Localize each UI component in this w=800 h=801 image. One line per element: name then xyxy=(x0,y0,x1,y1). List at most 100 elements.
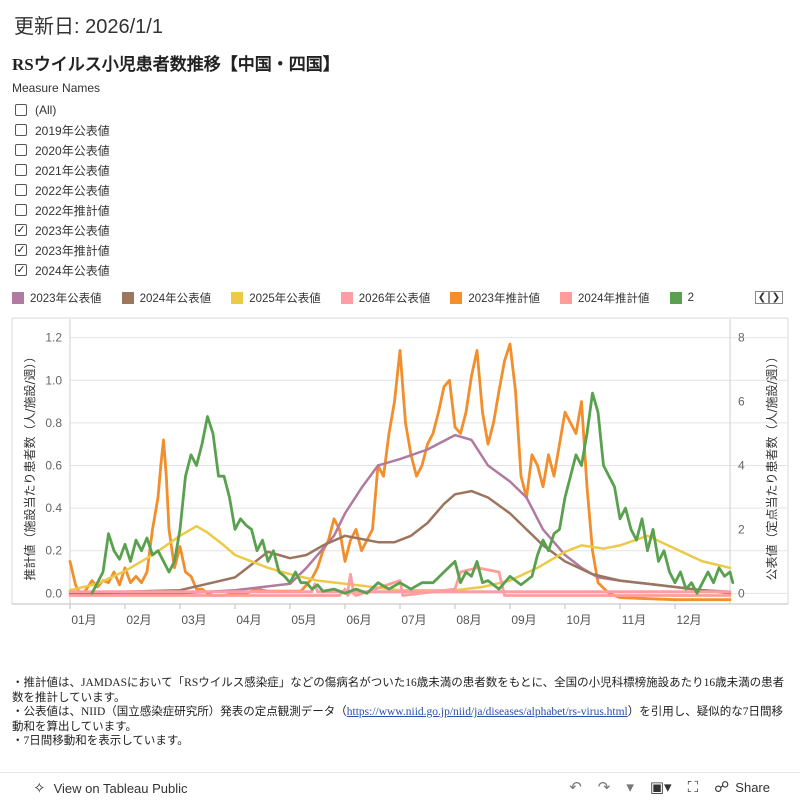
legend-item[interactable]: 2024年公表値 xyxy=(121,290,212,306)
filter-item-label: 2022年公表値 xyxy=(35,183,110,198)
filter-item-label: 2022年推計値 xyxy=(35,203,110,218)
x-tick-label: 12月 xyxy=(676,613,701,627)
filter-item[interactable]: ✓ 2024年公表値 xyxy=(15,260,110,280)
legend-swatch xyxy=(231,292,244,304)
checkbox[interactable] xyxy=(15,104,27,116)
y-axis-title-right: 公表値（定点当たり患者数（人/施設/週）） xyxy=(764,350,779,580)
y-axis-title-left: 推計値（施設当たり患者数（人/施設/週）） xyxy=(22,350,37,580)
revert-icon[interactable]: ▾ xyxy=(626,779,634,796)
y-tick-label-right: 8 xyxy=(738,331,745,345)
legend-nav: ❮ ❯ xyxy=(755,291,783,304)
share-label: Share xyxy=(735,780,770,795)
x-tick-label: 11月 xyxy=(622,613,646,627)
legend-item[interactable]: 2023年推計値 xyxy=(450,290,540,306)
view-on-tableau-label: View on Tableau Public xyxy=(53,780,188,796)
y-tick-label-left: 1.2 xyxy=(45,331,62,345)
y-tick-label-left: 0.8 xyxy=(45,416,62,430)
checkbox[interactable]: ✓ xyxy=(15,263,27,276)
y-tick-label-left: 0.0 xyxy=(45,586,62,600)
filter-item[interactable]: 2020年公表値 xyxy=(15,140,110,160)
y-tick-label-right: 4 xyxy=(738,459,745,473)
filter-item[interactable]: 2022年公表値 xyxy=(15,180,110,200)
filter-item-label: 2019年公表値 xyxy=(35,123,110,138)
filter-item-label: 2023年推計値 xyxy=(35,243,110,258)
legend-swatch xyxy=(559,292,572,304)
share-button[interactable]: ☍ Share xyxy=(714,779,770,796)
undo-icon[interactable]: ↶ xyxy=(569,779,582,796)
checkbox[interactable] xyxy=(15,144,27,156)
filter-item[interactable]: 2019年公表値 xyxy=(15,120,110,140)
note-moving-sum: ・7日間移動和を表示しています。 xyxy=(12,735,189,747)
x-tick-label: 02月 xyxy=(126,613,151,627)
note-published-post: ）を引用し、疑似的な7日間移動和を算出しています。 xyxy=(12,706,784,733)
checkbox[interactable] xyxy=(15,204,27,216)
y-tick-label-right: 6 xyxy=(738,395,745,409)
legend-label: 2025年公表値 xyxy=(249,293,321,305)
x-tick-label: 01月 xyxy=(71,613,96,627)
tableau-toolbar: ✧ View on Tableau Public ↶ ↷ ▾ ▣▾ ⛶ ☍ Sha… xyxy=(0,772,800,801)
checkbox[interactable]: ✓ xyxy=(15,243,27,256)
legend-swatch xyxy=(12,292,24,304)
legend-label: 2023年公表値 xyxy=(30,293,102,305)
y-tick-label-right: 2 xyxy=(738,522,745,536)
legend-swatch xyxy=(669,292,682,304)
x-tick-label: 04月 xyxy=(236,613,261,627)
legend-swatch xyxy=(340,292,353,304)
download-icon[interactable]: ▣▾ xyxy=(649,779,672,796)
legend-item[interactable]: 2024年推計値 xyxy=(559,290,650,306)
updated-date: 更新日: 2026/1/1 xyxy=(14,16,163,38)
filter-item-label: (All) xyxy=(35,103,57,117)
legend-label: 2023年推計値 xyxy=(468,293,540,305)
chevron-left-icon[interactable]: ❮ xyxy=(755,291,769,304)
y-tick-label-left: 0.6 xyxy=(45,459,62,473)
line-chart: 0.0 0.2 0.4 0.6 0.8 1.0 1.2 0 2 4 6 8 01月 02月 03月 04月 05… xyxy=(11,317,789,627)
fullscreen-icon[interactable]: ⛶ xyxy=(687,778,699,796)
legend-item[interactable]: 2 xyxy=(669,292,694,304)
x-tick-label: 08月 xyxy=(456,613,481,627)
x-tick-label: 10月 xyxy=(566,613,591,627)
checkbox[interactable] xyxy=(15,164,27,176)
legend-label: 2 xyxy=(687,292,694,304)
legend-item[interactable]: 2025年公表値 xyxy=(231,290,321,306)
x-tick-label: 03月 xyxy=(181,613,206,627)
legend-swatch xyxy=(121,292,134,304)
note-published-pre: ・公表値は、NIID（国立感染症研究所）発表の定点観測データ（ xyxy=(12,706,347,718)
filter-item-label: 2020年公表値 xyxy=(35,143,110,158)
x-tick-label: 05月 xyxy=(291,613,316,627)
filter-item[interactable]: ✓ 2023年推計値 xyxy=(15,240,110,260)
legend-item[interactable]: 2026年公表値 xyxy=(340,290,431,306)
filter-title: Measure Names xyxy=(12,81,101,95)
redo-icon[interactable]: ↷ xyxy=(597,779,611,796)
filter-item-label: 2024年公表値 xyxy=(35,263,110,278)
series-line-4 xyxy=(68,566,732,597)
note-published: ・公表値は、NIID（国立感染症研究所）発表の定点観測データ（https://w… xyxy=(12,705,788,734)
y-tick-label-left: 0.2 xyxy=(45,544,62,558)
tableau-icon: ✧ xyxy=(33,780,46,797)
y-tick-label-left: 1.0 xyxy=(45,373,62,387)
checkbox[interactable] xyxy=(15,124,27,136)
chevron-right-icon[interactable]: ❯ xyxy=(769,291,783,304)
measure-names-filter: (All) 2019年公表値 2020年公表値 2021年公表値 2022年公表値 202… xyxy=(15,100,110,280)
legend-swatch xyxy=(450,292,463,304)
legend-label: 2024年公表値 xyxy=(139,293,212,305)
x-tick-label: 06月 xyxy=(346,613,371,627)
filter-item[interactable]: 2021年公表値 xyxy=(15,160,110,180)
note-estimate: ・推計値は、JAMDASにおいて「RSウイルス感染症」などの傷病名がついた16歳… xyxy=(12,677,785,704)
filter-item-label: 2021年公表値 xyxy=(35,163,110,178)
series-line-0 xyxy=(68,342,732,602)
checkbox[interactable] xyxy=(15,184,27,196)
legend-label: 2026年公表値 xyxy=(358,293,431,305)
checkbox[interactable]: ✓ xyxy=(15,223,27,236)
x-tick-label: 07月 xyxy=(401,613,426,627)
view-on-tableau-button[interactable]: ✧ View on Tableau Public xyxy=(33,779,188,797)
series-line-6 xyxy=(90,391,735,595)
filter-item[interactable]: 2022年推計値 xyxy=(15,200,110,220)
filter-item[interactable]: (All) xyxy=(15,100,110,120)
filter-item[interactable]: ✓ 2023年公表値 xyxy=(15,220,110,240)
filter-item-label: 2023年公表値 xyxy=(35,223,110,238)
y-tick-label-right: 0 xyxy=(738,586,745,600)
page-title: RSウイルス小児患者数推移【中国・四国】 xyxy=(12,55,340,74)
y-tick-label-left: 0.4 xyxy=(45,501,62,515)
legend-item[interactable]: 2023年公表値 xyxy=(12,290,102,306)
niid-link[interactable]: https://www.niid.go.jp/niid/ja/diseases/… xyxy=(346,706,628,718)
